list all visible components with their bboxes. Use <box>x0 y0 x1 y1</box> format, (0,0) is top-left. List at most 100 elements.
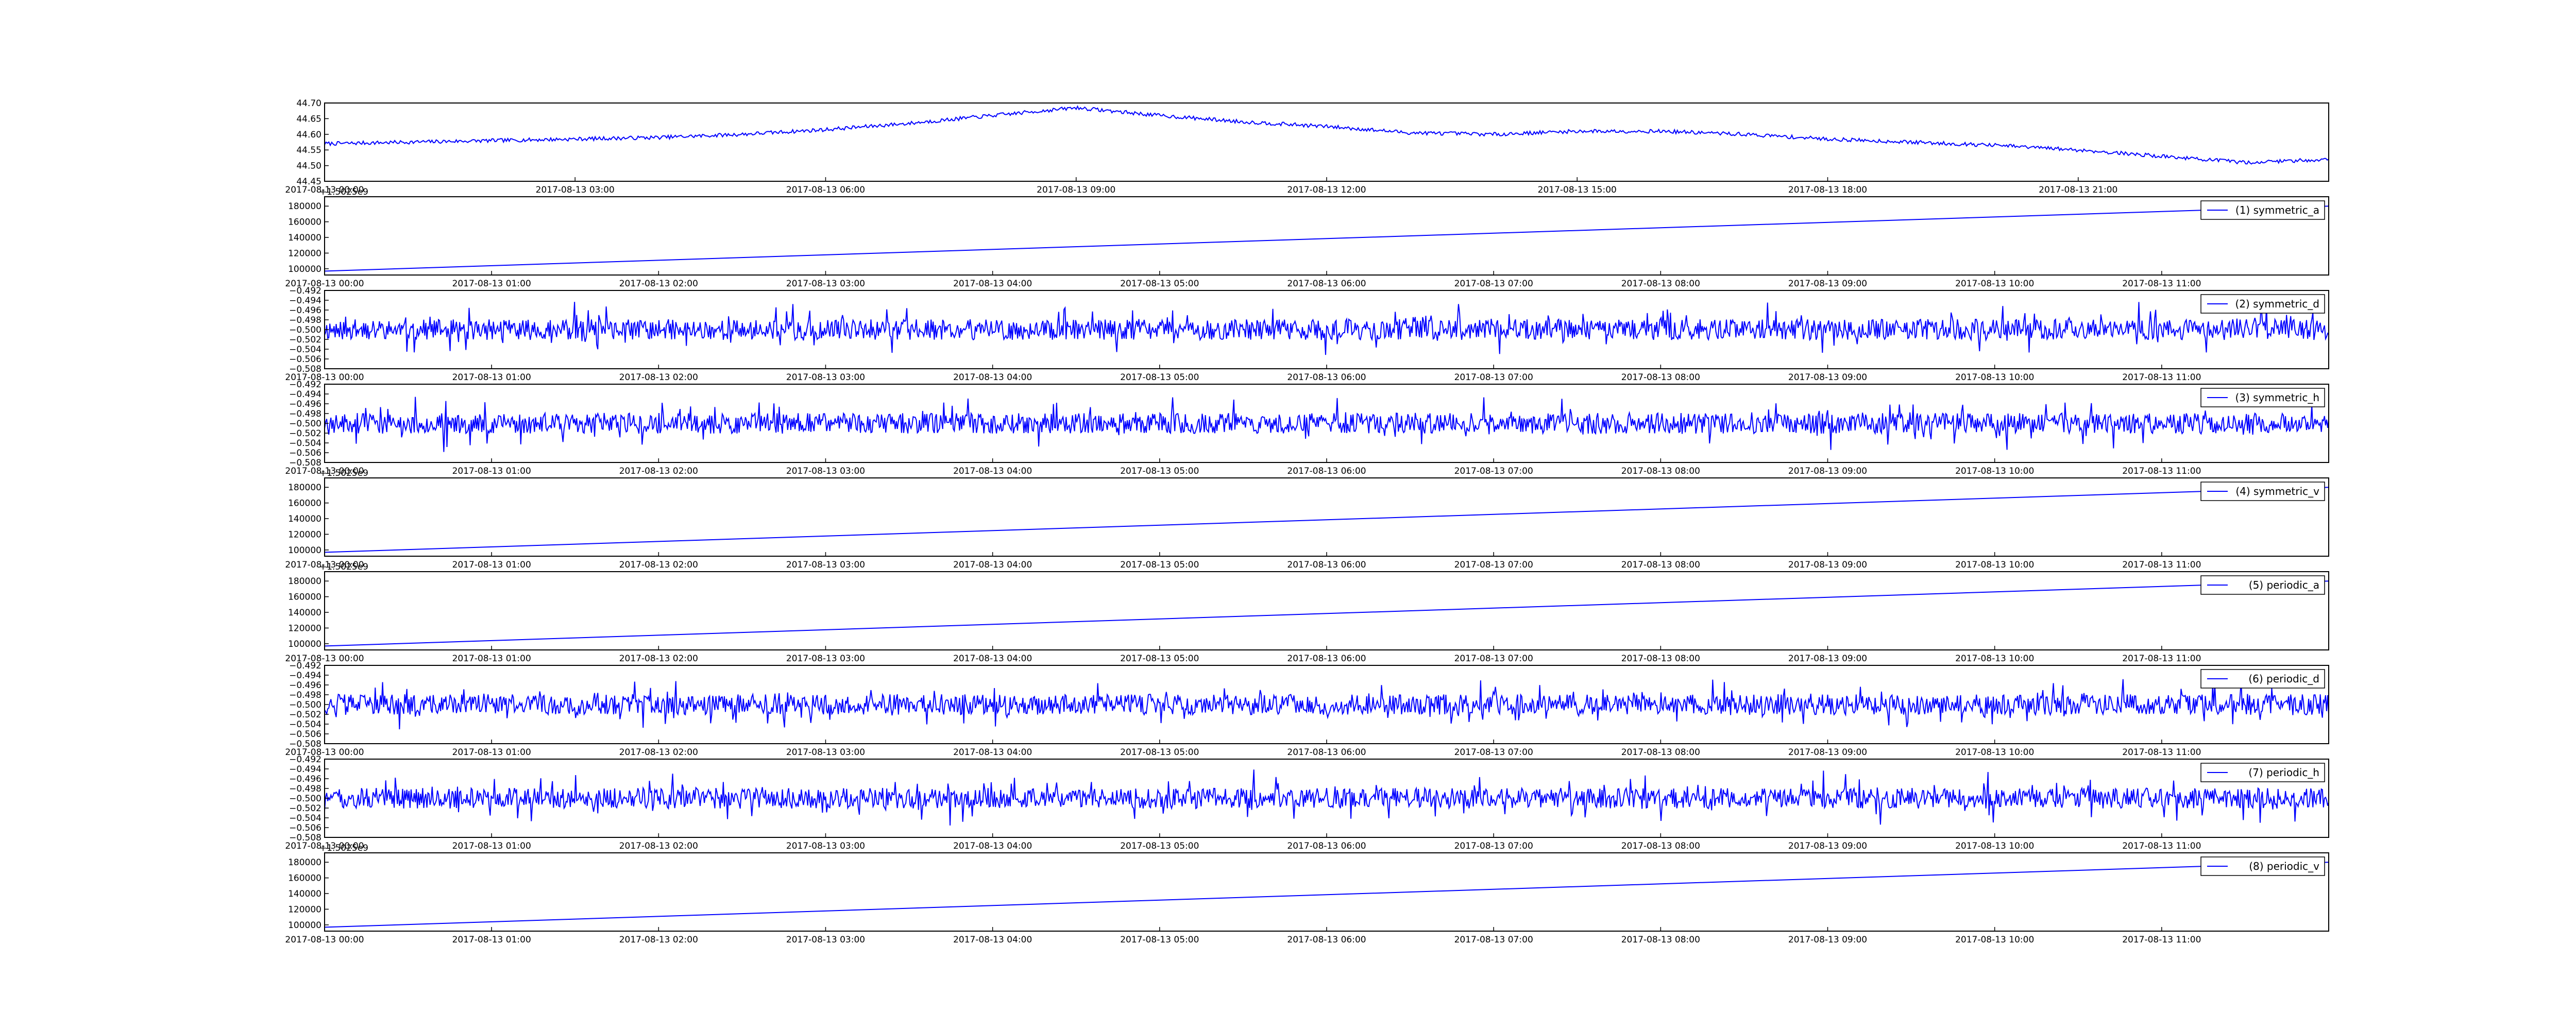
series-line <box>324 397 2329 452</box>
y-tick-label: 180000 <box>288 576 321 587</box>
y-tick-label: 180000 <box>288 857 321 868</box>
x-tick-label: 2017-08-13 05:00 <box>1120 372 1199 383</box>
x-tick-label: 2017-08-13 03:00 <box>786 560 865 570</box>
y-tick-label: −0.502 <box>289 335 321 345</box>
x-tick-label: 2017-08-13 08:00 <box>1621 747 1700 758</box>
x-tick-label: 2017-08-13 10:00 <box>1955 560 2034 570</box>
y-tick-label: −0.500 <box>289 700 321 710</box>
x-tick-label: 2017-08-13 06:00 <box>786 185 865 195</box>
x-tick-label: 2017-08-13 05:00 <box>1120 560 1199 570</box>
y-tick-label: 44.50 <box>296 161 321 171</box>
x-tick-label: 2017-08-13 10:00 <box>1955 747 2034 758</box>
x-tick-label: 2017-08-13 03:00 <box>786 747 865 758</box>
y-tick-label: 120000 <box>288 623 321 633</box>
legend: (5) periodic_a <box>2200 575 2325 595</box>
x-tick-label: 2017-08-13 07:00 <box>1454 841 1533 851</box>
axes-frame <box>324 571 2329 650</box>
x-tick-label: 2017-08-13 21:00 <box>2039 185 2117 195</box>
x-tick-label: 2017-08-13 00:00 <box>285 279 364 289</box>
x-tick-label: 2017-08-13 05:00 <box>1120 466 1199 476</box>
x-tick-label: 2017-08-13 09:00 <box>1788 654 1867 664</box>
y-tick-label: −0.506 <box>289 448 321 458</box>
y-tick-label: 44.65 <box>296 114 321 124</box>
x-tick-label: 2017-08-13 11:00 <box>2122 466 2201 476</box>
x-tick-label: 2017-08-13 05:00 <box>1120 654 1199 664</box>
x-tick-label: 2017-08-13 03:00 <box>786 372 865 383</box>
y-tick-label: 160000 <box>288 873 321 884</box>
x-tick-label: 2017-08-13 07:00 <box>1454 747 1533 758</box>
x-tick-label: 2017-08-13 02:00 <box>619 935 698 945</box>
subplot-8: −0.492−0.494−0.496−0.498−0.500−0.502−0.5… <box>285 754 2329 851</box>
series-line <box>324 580 2329 647</box>
x-tick-label: 2017-08-13 03:00 <box>786 279 865 289</box>
x-tick-label: 2017-08-13 06:00 <box>1287 841 1366 851</box>
series-line <box>324 862 2329 928</box>
x-tick-label: 2017-08-13 06:00 <box>1287 466 1366 476</box>
x-tick-label: 2017-08-13 00:00 <box>285 841 364 851</box>
x-tick-label: 2017-08-13 01:00 <box>452 560 531 570</box>
series-line <box>324 302 2329 355</box>
y-tick-label: −0.492 <box>289 286 321 296</box>
y-offset-label: +1.5025e9 <box>319 187 368 197</box>
x-tick-label: 2017-08-13 02:00 <box>619 747 698 758</box>
y-offset-label: +1.5025e9 <box>319 468 368 478</box>
y-tick-label: −0.506 <box>289 354 321 365</box>
x-tick-label: 2017-08-13 00:00 <box>285 560 364 570</box>
x-tick-label: 2017-08-13 03:00 <box>786 841 865 851</box>
x-tick-label: 2017-08-13 00:00 <box>285 372 364 383</box>
legend-label: (3) symmetric_h <box>2235 391 2319 404</box>
y-tick-label: 120000 <box>288 904 321 915</box>
y-tick-label: −0.504 <box>289 813 321 823</box>
x-tick-label: 2017-08-13 08:00 <box>1621 935 1700 945</box>
x-tick-label: 2017-08-13 11:00 <box>2122 560 2201 570</box>
legend: (2) symmetric_d <box>2200 294 2325 314</box>
x-tick-label: 2017-08-13 11:00 <box>2122 279 2201 289</box>
y-tick-label: −0.496 <box>289 774 321 784</box>
x-tick-label: 2017-08-13 09:00 <box>1788 466 1867 476</box>
y-tick-label: −0.502 <box>289 710 321 720</box>
x-tick-label: 2017-08-13 00:00 <box>285 466 364 476</box>
axes-frame <box>324 102 2329 182</box>
x-tick-label: 2017-08-13 10:00 <box>1955 654 2034 664</box>
x-tick-label: 2017-08-13 10:00 <box>1955 841 2034 851</box>
y-tick-label: −0.494 <box>289 296 321 306</box>
x-tick-label: 2017-08-13 11:00 <box>2122 747 2201 758</box>
x-tick-label: 2017-08-13 07:00 <box>1454 466 1533 476</box>
y-tick-label: 44.70 <box>296 98 321 109</box>
x-tick-label: 2017-08-13 09:00 <box>1788 747 1867 758</box>
subplot-1: 44.45 44.50 44.55 44.60 44.65 44.70 2017-08-13… <box>285 98 2329 195</box>
subplot-2: 100000120000140000160000180000+1.5025e92… <box>285 187 2329 289</box>
x-tick-label: 2017-08-13 05:00 <box>1120 935 1199 945</box>
y-tick-label: −0.498 <box>289 315 321 325</box>
y-offset-label: +1.5025e9 <box>319 843 368 853</box>
y-tick-label: 180000 <box>288 201 321 212</box>
y-tick-label: 120000 <box>288 529 321 540</box>
x-tick-label: 2017-08-13 05:00 <box>1120 747 1199 758</box>
x-tick-label: 2017-08-13 02:00 <box>619 466 698 476</box>
x-tick-label: 2017-08-13 08:00 <box>1621 279 1700 289</box>
x-tick-label: 2017-08-13 00:00 <box>285 654 364 664</box>
series-line <box>324 679 2329 730</box>
y-tick-label: 100000 <box>288 639 321 649</box>
x-tick-label: 2017-08-13 09:00 <box>1788 560 1867 570</box>
y-tick-label: −0.506 <box>289 729 321 740</box>
legend: (1) symmetric_a <box>2200 200 2325 220</box>
y-tick-label: 100000 <box>288 264 321 274</box>
legend: (4) symmetric_v <box>2200 482 2325 501</box>
x-tick-label: 2017-08-13 08:00 <box>1621 372 1700 383</box>
x-tick-label: 2017-08-13 01:00 <box>452 935 531 945</box>
y-offset-label: +1.5025e9 <box>319 562 368 572</box>
legend-label: (6) periodic_d <box>2248 673 2319 685</box>
axes-frame <box>324 852 2329 932</box>
x-tick-label: 2017-08-13 11:00 <box>2122 654 2201 664</box>
series-line <box>324 105 2329 165</box>
x-tick-label: 2017-08-13 09:00 <box>1788 372 1867 383</box>
x-tick-label: 2017-08-13 12:00 <box>1287 185 1366 195</box>
y-tick-label: −0.502 <box>289 803 321 814</box>
x-tick-label: 2017-08-13 01:00 <box>452 841 531 851</box>
subplot-7: −0.492−0.494−0.496−0.498−0.500−0.502−0.5… <box>285 661 2329 758</box>
x-tick-label: 2017-08-13 07:00 <box>1454 935 1533 945</box>
x-tick-label: 2017-08-13 02:00 <box>619 372 698 383</box>
y-tick-label: −0.508 <box>289 739 321 749</box>
